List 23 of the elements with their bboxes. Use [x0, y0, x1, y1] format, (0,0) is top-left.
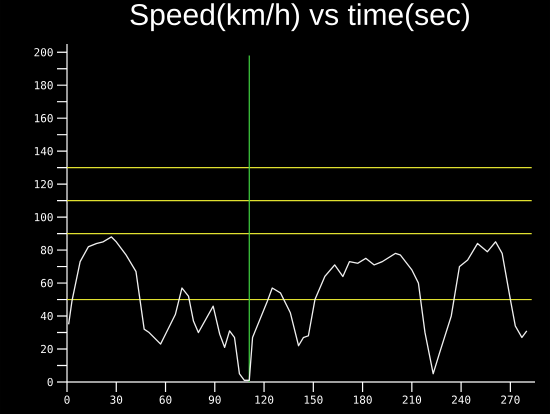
y-tick-label: 140	[34, 147, 53, 156]
x-tick-label: 180	[354, 396, 372, 404]
y-tick-label: 60	[40, 278, 53, 288]
y-tick-label: 20	[41, 344, 53, 354]
y-tick-label: 160	[34, 114, 53, 122]
y-tick-label: 200	[34, 48, 53, 56]
y-tick-label: 100	[34, 212, 53, 222]
x-tick-label: 270	[501, 396, 520, 404]
x-tick-label: 210	[402, 396, 422, 404]
chart-title: Speed(km/h) vs time(sec)	[130, 3, 469, 32]
x-tick-label: 30	[110, 396, 122, 404]
y-tick-label: 80	[40, 246, 53, 254]
x-tick-label: 0	[64, 396, 70, 404]
y-tick-label: 0	[48, 378, 53, 386]
x-tick-label: 120	[255, 396, 274, 404]
x-tick-label: 90	[208, 396, 221, 404]
x-tick-label: 150	[304, 396, 323, 404]
x-tick-label: 240	[452, 396, 470, 404]
x-tick-label: 60	[160, 396, 172, 404]
y-tick-label: 120	[34, 180, 53, 188]
line-series	[68, 236, 528, 381]
y-tick-label: 180	[34, 81, 53, 90]
y-tick-label: 40	[40, 312, 53, 320]
